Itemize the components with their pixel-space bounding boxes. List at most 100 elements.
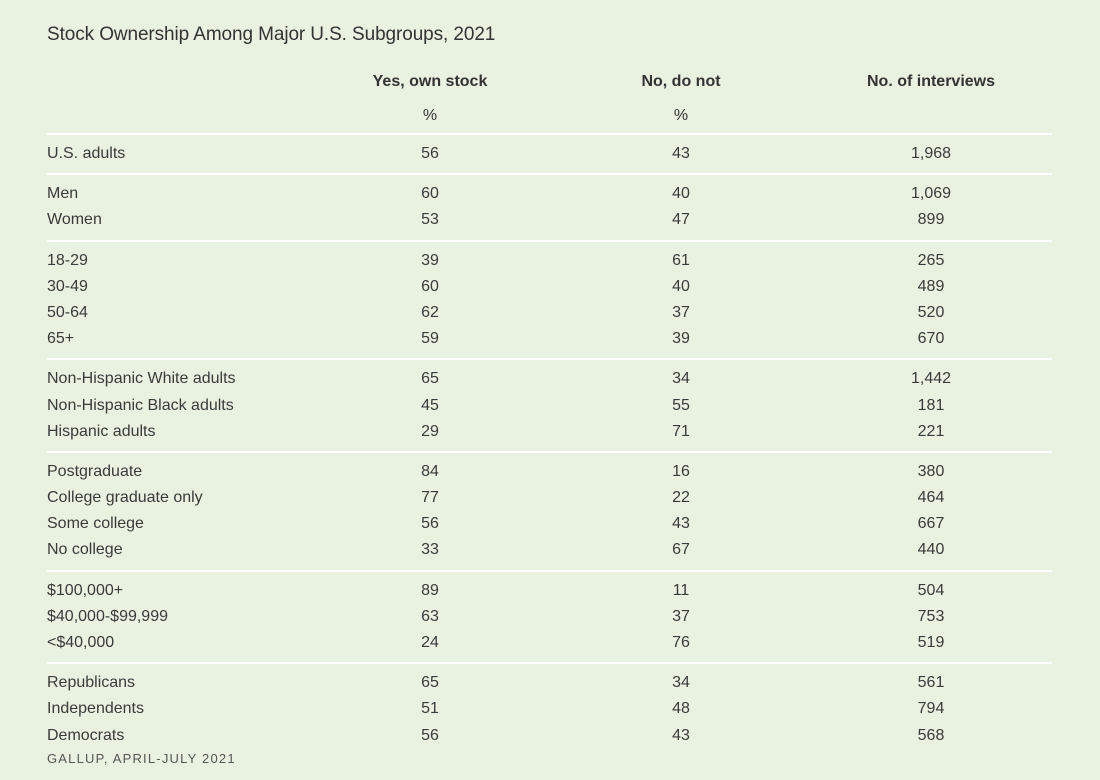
row-label: Democrats xyxy=(47,726,125,744)
cell-no-do-not: 37 xyxy=(672,607,690,625)
cell-no-do-not: 48 xyxy=(672,700,690,718)
cell-yes-own-stock: 60 xyxy=(421,277,439,295)
table-row: Independents 51 48 794 xyxy=(47,696,1052,722)
chart-title: Stock Ownership Among Major U.S. Subgrou… xyxy=(47,24,496,45)
row-label: Hispanic adults xyxy=(47,422,156,440)
cell-interviews: 670 xyxy=(917,330,945,348)
row-label: Independents xyxy=(47,700,144,718)
row-label: Women xyxy=(47,211,102,229)
column-header-yes: Yes, own stock xyxy=(372,73,488,90)
row-label: College graduate only xyxy=(47,489,203,507)
cell-interviews: 520 xyxy=(917,303,945,321)
row-group: Men 60 40 1,069 Women 53 47 899 xyxy=(47,173,1052,239)
cell-no-do-not: 71 xyxy=(672,422,690,440)
cell-no-do-not: 40 xyxy=(672,277,690,295)
table-row: Women 53 47 899 xyxy=(47,207,1052,233)
table-row: No college 33 67 440 xyxy=(47,537,1052,563)
row-label: Men xyxy=(47,185,79,203)
cell-yes-own-stock: 53 xyxy=(421,211,439,229)
table-row: Hispanic adults 29 71 221 xyxy=(47,419,1052,445)
cell-yes-own-stock: 56 xyxy=(421,515,439,533)
cell-interviews: 504 xyxy=(917,581,945,599)
cell-interviews: 568 xyxy=(917,726,945,744)
cell-interviews: 1,968 xyxy=(910,145,952,162)
cell-interviews: 440 xyxy=(917,541,945,559)
table-row: <$40,000 24 76 519 xyxy=(47,630,1052,656)
row-label: Postgraduate xyxy=(47,462,143,480)
cell-no-do-not: 40 xyxy=(672,185,690,203)
cell-no-do-not: 67 xyxy=(672,541,690,559)
cell-interviews: 265 xyxy=(917,251,945,269)
column-header-no: No, do not xyxy=(641,73,721,90)
table-row: 50-64 62 37 520 xyxy=(47,300,1052,326)
table-row: $40,000-$99,999 63 37 753 xyxy=(47,604,1052,630)
cell-interviews: 753 xyxy=(917,607,945,625)
table-row: 65+ 59 39 670 xyxy=(47,326,1052,352)
row-label: Republicans xyxy=(47,674,136,692)
cell-no-do-not: 39 xyxy=(672,330,690,348)
row-label: Non-Hispanic Black adults xyxy=(47,396,234,414)
row-label: 30-49 xyxy=(47,277,88,295)
table-row: Men 60 40 1,069 xyxy=(47,181,1052,207)
cell-yes-own-stock: 84 xyxy=(421,462,439,480)
cell-yes-own-stock: 89 xyxy=(421,581,439,599)
cell-yes-own-stock: 33 xyxy=(421,541,439,559)
cell-interviews: 794 xyxy=(917,700,945,718)
row-label: 18-29 xyxy=(47,251,88,269)
cell-yes-own-stock: 56 xyxy=(421,145,439,162)
cell-interviews: 899 xyxy=(917,211,945,229)
cell-interviews: 489 xyxy=(917,277,945,295)
row-group: Non-Hispanic White adults 65 34 1,442 Non-Hi… xyxy=(47,358,1052,451)
cell-no-do-not: 61 xyxy=(672,251,690,269)
cell-yes-own-stock: 65 xyxy=(421,674,439,692)
cell-no-do-not: 47 xyxy=(672,211,690,229)
cell-no-do-not: 37 xyxy=(672,303,690,321)
cell-interviews: 1,442 xyxy=(910,370,952,388)
table-row: Republicans 65 34 561 xyxy=(47,670,1052,696)
row-label: $40,000-$99,999 xyxy=(47,607,168,625)
row-group: Republicans 65 34 561 Independents 51 48 794 Dem… xyxy=(47,662,1052,755)
cell-yes-own-stock: 63 xyxy=(421,607,439,625)
cell-interviews: 519 xyxy=(917,634,945,651)
table-row: Some college 56 43 667 xyxy=(47,511,1052,537)
cell-yes-own-stock: 51 xyxy=(421,700,439,718)
source-note: GALLUP, APRIL-JULY 2021 xyxy=(47,751,236,766)
table-row: 18-29 39 61 265 xyxy=(47,248,1052,274)
table-row: College graduate only 77 22 464 xyxy=(47,485,1052,511)
cell-no-do-not: 34 xyxy=(672,370,690,388)
row-group: $100,000+ 89 11 504 $40,000-$99,999 63 37 753 <$… xyxy=(47,569,1052,663)
row-label: Non-Hispanic White adults xyxy=(47,370,236,388)
cell-interviews: 221 xyxy=(917,422,945,440)
cell-interviews: 561 xyxy=(917,674,945,692)
cell-no-do-not: 43 xyxy=(672,515,690,533)
cell-yes-own-stock: 24 xyxy=(421,634,439,651)
cell-no-do-not: 16 xyxy=(672,462,690,480)
row-group: U.S. adults 56 43 1,968 xyxy=(47,133,1052,173)
row-label: Some college xyxy=(47,515,144,533)
cell-yes-own-stock: 77 xyxy=(421,489,439,507)
cell-yes-own-stock: 60 xyxy=(421,185,439,203)
column-header-interviews: No. of interviews xyxy=(866,73,996,90)
cell-yes-own-stock: 39 xyxy=(421,251,439,269)
row-label: 50-64 xyxy=(47,303,88,321)
cell-yes-own-stock: 65 xyxy=(421,370,439,388)
cell-no-do-not: 11 xyxy=(672,581,690,599)
cell-no-do-not: 43 xyxy=(672,145,690,162)
cell-interviews: 380 xyxy=(917,462,945,480)
cell-yes-own-stock: 62 xyxy=(421,303,439,321)
row-group: 18-29 39 61 265 30-49 60 40 489 50-64 62 37 520 65+ 5… xyxy=(47,239,1052,359)
cell-yes-own-stock: 45 xyxy=(421,396,439,414)
cell-interviews: 181 xyxy=(917,396,945,414)
cell-interviews: 667 xyxy=(917,515,945,533)
row-label: 65+ xyxy=(47,330,75,348)
table-row: 30-49 60 40 489 xyxy=(47,274,1052,300)
row-label: U.S. adults xyxy=(47,145,126,162)
cell-no-do-not: 34 xyxy=(672,674,690,692)
table-row: $100,000+ 89 11 504 xyxy=(47,578,1052,604)
row-label: $100,000+ xyxy=(47,581,124,599)
table-row: Non-Hispanic Black adults 45 55 181 xyxy=(47,393,1052,419)
cell-interviews: 1,069 xyxy=(910,185,952,203)
cell-no-do-not: 55 xyxy=(672,396,690,414)
table-row: Postgraduate 84 16 380 xyxy=(47,459,1052,485)
column-unit-yes: % xyxy=(422,107,438,124)
